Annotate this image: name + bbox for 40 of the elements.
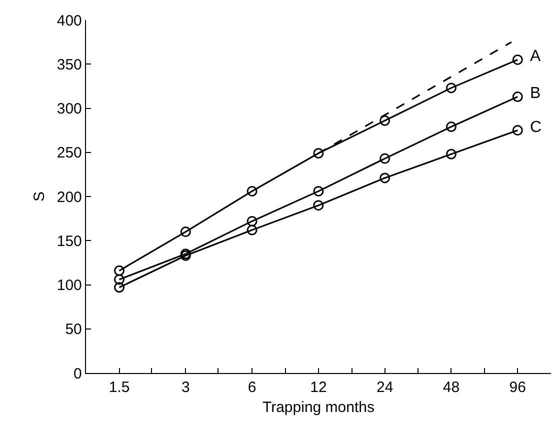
point: [114, 274, 125, 285]
point: [446, 82, 456, 94]
y-tick-label: 200: [56, 188, 82, 206]
point: [114, 282, 125, 293]
x-tick-label: 3: [181, 379, 190, 396]
series-label: A: [530, 48, 541, 65]
y-tick-label: 0: [74, 365, 82, 382]
point: [313, 200, 324, 211]
point: [114, 265, 125, 276]
point: [180, 226, 191, 238]
point: [380, 115, 390, 126]
point: [512, 125, 523, 136]
x-tick-label: 48: [442, 379, 460, 396]
y-tick-label: 300: [56, 100, 82, 118]
y-tick-label: 50: [65, 321, 82, 338]
point: [246, 216, 258, 226]
x-tick-label: 12: [310, 379, 327, 396]
point: [313, 186, 324, 196]
point: [313, 148, 324, 159]
point: [246, 186, 258, 196]
point: [446, 122, 456, 132]
point: [446, 148, 456, 160]
y-tick-label: 100: [56, 277, 82, 294]
series-label: C: [530, 119, 542, 136]
y-tick-label: 350: [56, 56, 82, 74]
x-axis-title: Trapping months: [262, 399, 375, 416]
point: [512, 54, 523, 65]
y-tick-label: 400: [56, 12, 82, 30]
point: [380, 172, 390, 184]
point: [512, 92, 523, 102]
x-tick-label: 24: [376, 379, 394, 396]
point: [246, 224, 258, 236]
y-axis-title: S: [31, 191, 48, 202]
x-tick-label: 6: [248, 379, 256, 396]
point: [380, 153, 390, 164]
y-tick-label: 250: [56, 144, 82, 162]
y-tick-label: 150: [56, 232, 82, 250]
x-tick-label: 96: [509, 379, 526, 396]
x-tick-label: 1.5: [108, 379, 130, 396]
series-label: B: [530, 85, 541, 102]
